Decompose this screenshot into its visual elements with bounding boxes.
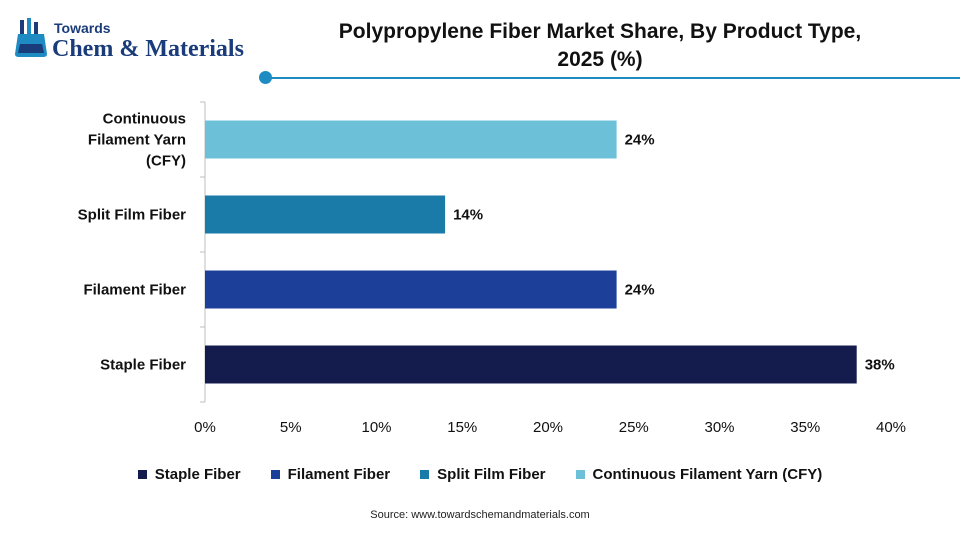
bar [205,120,617,159]
bar-chart: 24% Continuous Filament Yarn (CFY) 14% Split … [78,101,906,436]
x-tick-label: 35% [790,419,820,436]
legend-item: Filament Fiber [270,466,391,483]
legend-label: Continuous Filament Yarn (CFY) [592,466,823,483]
legend-swatch [575,470,585,479]
x-tick-label: 0% [194,419,216,436]
category-label: (CFY) [146,153,186,170]
legend-item: Split Film Fiber [420,466,546,483]
legend-item: Continuous Filament Yarn (CFY) [575,466,823,483]
legend-label: Split Film Fiber [437,466,546,483]
x-tick-label: 15% [447,419,477,436]
bar [205,345,857,384]
chart-legend: Staple Fiber Filament Fiber Split Film Fib… [0,466,960,483]
category-label: Filament Fiber [83,282,186,299]
logo-main-text: Chem & Materials [52,36,244,62]
category-label: Filament Yarn [88,132,186,149]
title-rule-dot [259,71,272,84]
x-tick-label: 25% [619,419,649,436]
legend-swatch [270,470,280,479]
category-label: Continuous [103,111,186,128]
x-tick-label: 5% [280,419,302,436]
data-label: 38% [865,357,895,374]
legend-item: Staple Fiber [137,466,241,483]
legend-swatch [137,470,147,479]
legend-label: Filament Fiber [287,466,391,483]
chart-title-line: Polypropylene Fiber Market Share, By Pro… [338,20,862,43]
source-note: Source: www.towardschemandmaterials.com [370,509,590,521]
bar [205,195,446,234]
data-label: 14% [453,207,483,224]
x-tick-label: 20% [533,419,563,436]
category-label: Split Film Fiber [78,207,187,224]
legend-swatch [420,470,430,479]
brand-logo: Towards Chem & Materials [14,14,254,70]
logo-top-text: Towards [54,20,111,36]
flask-icon [15,18,47,57]
legend-label: Staple Fiber [154,466,241,483]
data-label: 24% [625,282,655,299]
title-rule [266,77,960,79]
chart-title: Polypropylene Fiber Market Share, By Pro… [290,18,910,74]
category-label: Staple Fiber [100,357,186,374]
bar [205,270,617,309]
x-tick-label: 30% [704,419,734,436]
x-tick-label: 10% [361,419,391,436]
data-label: 24% [625,132,655,149]
x-tick-label: 40% [876,419,906,436]
chart-title-line: 2025 (%) [557,48,643,71]
